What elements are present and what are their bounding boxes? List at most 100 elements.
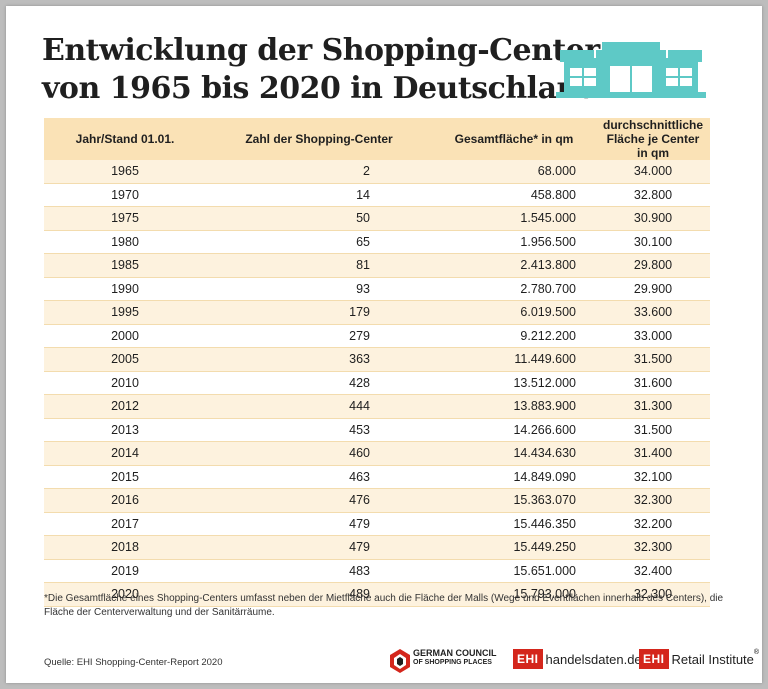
col-header-avg-area: durchschnittliche Fläche je Center in qm (596, 118, 710, 160)
handelsdaten-logo: EHI handelsdaten.de (513, 649, 642, 671)
cell-avg-area: 32.300 (596, 535, 710, 560)
gccsp-line-1: GERMAN COUNCIL (413, 648, 497, 658)
cell-avg-area: 31.300 (596, 394, 710, 419)
cell-total-area: 14.434.630 (426, 441, 596, 466)
cell-count: 2 (206, 160, 426, 184)
gccsp-line-2: OF SHOPPING PLACES (413, 659, 492, 666)
col-header-year: Jahr/Stand 01.01. (44, 118, 206, 160)
table-row: 2016 476 15.363.070 32.300 (44, 488, 710, 513)
cell-avg-area: 32.400 (596, 559, 710, 583)
cell-avg-area: 30.100 (596, 230, 710, 254)
cell-avg-area: 32.300 (596, 488, 710, 513)
cell-total-area: 15.449.250 (426, 535, 596, 560)
table-row: 2014 460 14.434.630 31.400 (44, 441, 710, 466)
cell-count: 179 (206, 300, 426, 325)
col-header-total-area: Gesamtfläche* in qm (426, 118, 596, 160)
cell-avg-area: 32.100 (596, 465, 710, 489)
cell-year: 2014 (44, 441, 206, 466)
cell-total-area: 14.266.600 (426, 418, 596, 442)
cell-count: 444 (206, 394, 426, 419)
cell-total-area: 11.449.600 (426, 347, 596, 372)
cell-year: 2018 (44, 535, 206, 560)
table-row: 2020 489 15.793.000 32.300 (44, 582, 710, 607)
table-row: 1990 93 2.780.700 29.900 (44, 277, 710, 301)
cell-count: 14 (206, 183, 426, 207)
infographic-card: Entwicklung der Shopping-Center von 1965… (6, 6, 762, 683)
cell-avg-area: 29.800 (596, 253, 710, 278)
retail-institute-text: Retail Institute (671, 651, 754, 667)
table-row: 1985 81 2.413.800 29.800 (44, 253, 710, 278)
table-row: 1980 65 1.956.500 30.100 (44, 230, 710, 254)
handelsdaten-text: handelsdaten.de (545, 651, 642, 667)
cell-count: 428 (206, 371, 426, 395)
shopping-center-table: Jahr/Stand 01.01. Zahl der Shopping-Cent… (44, 118, 710, 607)
ehi-badge: EHI (513, 649, 543, 669)
table-row: 1995 179 6.019.500 33.600 (44, 300, 710, 325)
cell-year: 1990 (44, 277, 206, 301)
cell-year: 2015 (44, 465, 206, 489)
cell-year: 2016 (44, 488, 206, 513)
cell-count: 479 (206, 535, 426, 560)
cell-avg-area: 30.900 (596, 206, 710, 231)
cell-year: 1985 (44, 253, 206, 278)
cell-count: 463 (206, 465, 426, 489)
cell-total-area: 458.800 (426, 183, 596, 207)
cell-total-area: 13.512.000 (426, 371, 596, 395)
cell-year: 1995 (44, 300, 206, 325)
ehi-retail-institute-logo: EHI Retail Institute® (639, 649, 759, 671)
cell-total-area: 9.212.200 (426, 324, 596, 348)
cell-avg-area: 33.600 (596, 300, 710, 325)
table-row: 2015 463 14.849.090 32.100 (44, 465, 710, 489)
cell-count: 479 (206, 512, 426, 536)
cell-count: 81 (206, 253, 426, 278)
cell-total-area: 68.000 (426, 160, 596, 184)
cell-year: 1970 (44, 183, 206, 207)
table-row: 2018 479 15.449.250 32.300 (44, 535, 710, 560)
cell-total-area: 6.019.500 (426, 300, 596, 325)
cell-year: 1980 (44, 230, 206, 254)
cell-year: 2000 (44, 324, 206, 348)
cell-year: 2012 (44, 394, 206, 419)
table-row: 2005 363 11.449.600 31.500 (44, 347, 710, 372)
table-row: 2000 279 9.212.200 33.000 (44, 324, 710, 348)
cell-total-area: 2.780.700 (426, 277, 596, 301)
cell-total-area: 15.793.000 (426, 582, 596, 607)
table-row: 1970 14 458.800 32.800 (44, 183, 710, 207)
cell-total-area: 1.956.500 (426, 230, 596, 254)
cell-year: 2020 (44, 582, 206, 607)
cell-count: 460 (206, 441, 426, 466)
cell-year: 2017 (44, 512, 206, 536)
gccsp-logo-icon (390, 649, 410, 673)
cell-count: 363 (206, 347, 426, 372)
cell-year: 2010 (44, 371, 206, 395)
cell-avg-area: 33.000 (596, 324, 710, 348)
cell-total-area: 15.446.350 (426, 512, 596, 536)
cell-avg-area: 32.200 (596, 512, 710, 536)
cell-year: 2005 (44, 347, 206, 372)
cell-total-area: 1.545.000 (426, 206, 596, 231)
col-header-count: Zahl der Shopping-Center (206, 118, 426, 160)
cell-count: 279 (206, 324, 426, 348)
title-line-1: Entwicklung der Shopping-Center (42, 33, 600, 68)
cell-count: 50 (206, 206, 426, 231)
table-row: 1975 50 1.545.000 30.900 (44, 206, 710, 231)
table-row: 2017 479 15.446.350 32.200 (44, 512, 710, 536)
cell-avg-area: 34.000 (596, 160, 710, 184)
cell-total-area: 15.651.000 (426, 559, 596, 583)
footnote: *Die Gesamtfläche eines Shopping-Centers… (44, 593, 724, 618)
table-row: 2012 444 13.883.900 31.300 (44, 394, 710, 419)
gccsp-logo-text: GERMAN COUNCIL OF SHOPPING PLACES (413, 648, 503, 668)
shopping-mall-icon (556, 42, 706, 98)
cell-count: 483 (206, 559, 426, 583)
cell-year: 2013 (44, 418, 206, 442)
title-line-2: von 1965 bis 2020 in Deutschland (42, 71, 599, 106)
table-row: 1965 2 68.000 34.000 (44, 160, 710, 184)
cell-year: 2019 (44, 559, 206, 583)
cell-avg-area: 32.800 (596, 183, 710, 207)
cell-total-area: 13.883.900 (426, 394, 596, 419)
table-row: 2019 483 15.651.000 32.400 (44, 559, 710, 583)
source-note: Quelle: EHI Shopping-Center-Report 2020 (44, 657, 223, 668)
cell-avg-area: 31.400 (596, 441, 710, 466)
cell-count: 65 (206, 230, 426, 254)
cell-year: 1965 (44, 160, 206, 184)
